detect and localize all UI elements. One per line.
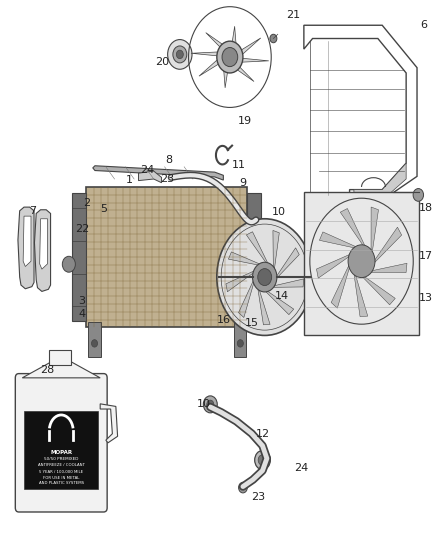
Polygon shape	[273, 279, 304, 287]
Polygon shape	[40, 219, 47, 269]
Text: 18: 18	[419, 203, 433, 213]
Text: 11: 11	[232, 160, 246, 169]
Text: 23: 23	[251, 492, 265, 502]
Polygon shape	[199, 57, 223, 76]
Text: 22: 22	[75, 224, 89, 235]
Polygon shape	[228, 252, 259, 265]
Text: 7: 7	[29, 206, 36, 216]
Circle shape	[177, 50, 184, 59]
Polygon shape	[277, 248, 299, 278]
Text: 5: 5	[100, 204, 107, 214]
Circle shape	[173, 46, 187, 63]
Polygon shape	[273, 230, 279, 268]
Polygon shape	[266, 292, 294, 314]
Polygon shape	[18, 207, 34, 289]
Polygon shape	[237, 58, 269, 62]
FancyBboxPatch shape	[49, 350, 71, 365]
Text: 28: 28	[40, 365, 54, 375]
Circle shape	[92, 340, 98, 347]
Polygon shape	[231, 26, 237, 52]
Text: AND PLASTIC SYSTEMS: AND PLASTIC SYSTEMS	[39, 481, 84, 485]
Text: MOPAR: MOPAR	[50, 449, 72, 455]
Polygon shape	[354, 163, 406, 200]
Text: FOR USE IN METAL: FOR USE IN METAL	[43, 475, 79, 480]
FancyBboxPatch shape	[72, 193, 86, 321]
Text: 1: 1	[126, 175, 133, 185]
Polygon shape	[247, 232, 268, 263]
Polygon shape	[35, 210, 50, 292]
Circle shape	[62, 256, 75, 272]
Text: 5 YEAR / 100,000 MILE: 5 YEAR / 100,000 MILE	[39, 470, 83, 474]
Circle shape	[237, 340, 244, 347]
Polygon shape	[237, 38, 261, 57]
Polygon shape	[317, 255, 349, 278]
Circle shape	[207, 400, 214, 409]
Text: 50/50 PREMIXED: 50/50 PREMIXED	[44, 457, 78, 461]
Polygon shape	[340, 208, 365, 245]
Text: 24: 24	[294, 463, 308, 473]
Circle shape	[217, 219, 313, 335]
Text: 4: 4	[78, 309, 85, 319]
Text: 17: 17	[419, 251, 433, 261]
FancyBboxPatch shape	[24, 411, 99, 489]
Polygon shape	[206, 33, 230, 51]
FancyBboxPatch shape	[247, 193, 261, 321]
Text: 24: 24	[140, 165, 154, 175]
Circle shape	[258, 269, 272, 286]
Polygon shape	[371, 207, 378, 252]
Polygon shape	[354, 275, 368, 317]
Text: 13: 13	[419, 293, 433, 303]
FancyBboxPatch shape	[304, 192, 419, 335]
Circle shape	[413, 189, 424, 201]
Polygon shape	[239, 281, 254, 318]
Circle shape	[203, 396, 217, 413]
FancyBboxPatch shape	[15, 374, 107, 512]
Text: 10: 10	[197, 399, 211, 409]
Text: 14: 14	[275, 290, 289, 301]
Polygon shape	[23, 216, 31, 266]
Polygon shape	[226, 271, 254, 292]
FancyBboxPatch shape	[88, 322, 101, 357]
Text: 19: 19	[238, 116, 252, 126]
Text: 15: 15	[245, 318, 259, 328]
Circle shape	[239, 482, 247, 493]
Text: 23: 23	[160, 174, 174, 184]
Polygon shape	[331, 266, 350, 308]
Polygon shape	[363, 277, 395, 305]
Text: 12: 12	[255, 429, 269, 439]
Circle shape	[222, 47, 238, 67]
Text: 21: 21	[286, 10, 300, 20]
Text: 2: 2	[83, 198, 90, 208]
Polygon shape	[138, 171, 162, 183]
Text: ANTIFREEZE / COOLANT: ANTIFREEZE / COOLANT	[38, 463, 85, 467]
Polygon shape	[100, 404, 117, 443]
FancyBboxPatch shape	[86, 187, 247, 327]
Circle shape	[217, 41, 243, 73]
Text: 16: 16	[216, 314, 230, 325]
Text: 3: 3	[78, 296, 85, 306]
Polygon shape	[258, 289, 270, 325]
Polygon shape	[191, 52, 223, 56]
Text: 6: 6	[420, 20, 427, 30]
Circle shape	[270, 34, 277, 43]
Circle shape	[168, 39, 192, 69]
Polygon shape	[223, 62, 229, 88]
Circle shape	[258, 455, 267, 465]
Text: 8: 8	[166, 156, 173, 165]
FancyBboxPatch shape	[234, 322, 247, 357]
Polygon shape	[93, 166, 223, 180]
Text: 20: 20	[155, 58, 170, 67]
Circle shape	[254, 450, 270, 470]
Polygon shape	[375, 227, 402, 262]
Polygon shape	[22, 362, 100, 378]
Text: 9: 9	[240, 177, 247, 188]
Circle shape	[348, 245, 375, 278]
Polygon shape	[371, 263, 407, 272]
Circle shape	[253, 262, 277, 292]
Polygon shape	[230, 63, 254, 82]
Text: 10: 10	[272, 207, 286, 217]
Polygon shape	[319, 232, 356, 248]
